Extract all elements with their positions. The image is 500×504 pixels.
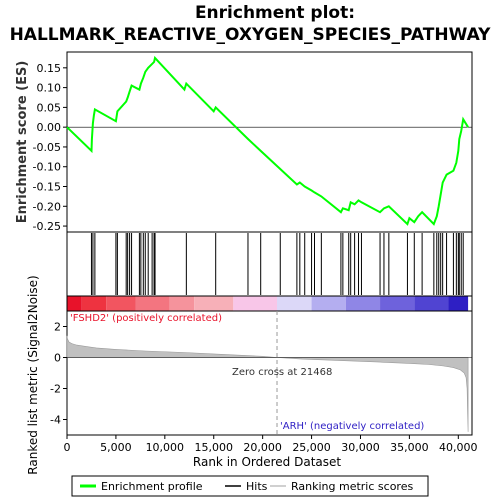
metric-y-tick-label: 2 — [54, 321, 61, 334]
rank-bar-segment — [67, 296, 82, 311]
es-plot-frame — [66, 51, 473, 233]
es-y-tick-label: 0.00 — [37, 121, 62, 134]
x-tick-label: 30,000 — [341, 441, 380, 454]
es-y-tick-label: -0.20 — [33, 200, 61, 213]
x-tick-label: 40,000 — [439, 441, 478, 454]
es-y-tick-label: -0.15 — [33, 181, 61, 194]
es-panel: -0.25 -0.20 -0.15 -0.10 -0.05 0.00 0.05 0.10 0.1… — [33, 51, 473, 233]
chart-title-line-1: Enrichment plot: — [195, 3, 355, 23]
rank-bar-segment — [414, 296, 449, 311]
rank-bar-segment — [106, 296, 136, 311]
metric-y-tick-label: -2 — [50, 383, 61, 396]
rank-bar-segment — [380, 296, 415, 311]
x-tick-label: 5,000 — [100, 441, 132, 454]
x-axis: 0 5,000 10,000 15,000 20,000 25,000 30,000 35,0… — [64, 435, 478, 454]
chart-title-line-2: HALLMARK_REACTIVE_OXYGEN_SPECIES_PATHWAY — [10, 25, 492, 45]
es-y-tick-label: 0.15 — [37, 62, 62, 75]
es-y-tick-label: -0.10 — [33, 161, 61, 174]
x-axis-label: Rank in Ordered Dataset — [193, 455, 341, 469]
rank-bar-segment — [448, 296, 469, 311]
x-tick-label: 35,000 — [390, 441, 429, 454]
rank-bar-segment — [169, 296, 195, 311]
rank-bar-segment — [277, 296, 312, 311]
es-axis-label: Enrichment score (ES) — [15, 61, 30, 224]
es-y-tick-label: 0.05 — [37, 101, 62, 114]
hits-panel — [66, 231, 473, 297]
enrichment-profile-line — [66, 55, 469, 226]
rank-bar-segment — [311, 296, 346, 311]
rank-bar-segment — [135, 296, 170, 311]
hits-frame — [66, 231, 473, 297]
zero-cross-label: Zero cross at 21468 — [232, 367, 332, 378]
x-tick-label: 20,000 — [243, 441, 282, 454]
rank-bar-segment — [345, 296, 381, 311]
x-tick-label: 15,000 — [194, 441, 233, 454]
metric-y-tick-label: -4 — [50, 414, 61, 427]
metric-plot-frame — [66, 310, 473, 436]
legend-label: Ranking metric scores — [291, 480, 413, 493]
es-y-tick-label: -0.05 — [33, 141, 61, 154]
metric-panel: -4 -2 0 2 — [50, 310, 473, 436]
rank-bar-segment — [233, 296, 278, 311]
x-tick-label: 10,000 — [146, 441, 185, 454]
metric-axis-label: Ranked list metric (Signal2Noise) — [26, 275, 40, 474]
legend-label: Hits — [246, 480, 268, 493]
legend-label: Enrichment profile — [101, 480, 203, 493]
x-tick-label: 25,000 — [292, 441, 331, 454]
metric-y-tick-label: 0 — [54, 352, 61, 365]
rank-bar-segment — [81, 296, 107, 311]
es-y-tick-label: -0.25 — [33, 220, 61, 233]
rank-bar-segment — [194, 296, 234, 311]
negative-correlation-label: 'ARH' (negatively correlated) — [280, 421, 424, 432]
legend: Enrichment profile Hits Ranking metric sco… — [71, 475, 429, 497]
positive-correlation-label: 'FSHD2' (positively correlated) — [70, 313, 222, 324]
legend-frame — [71, 475, 429, 497]
es-y-tick-label: 0.10 — [37, 82, 62, 95]
ranking-metric-area — [66, 335, 469, 432]
rank-colorbar — [66, 295, 473, 312]
x-tick-label: 0 — [64, 441, 71, 454]
